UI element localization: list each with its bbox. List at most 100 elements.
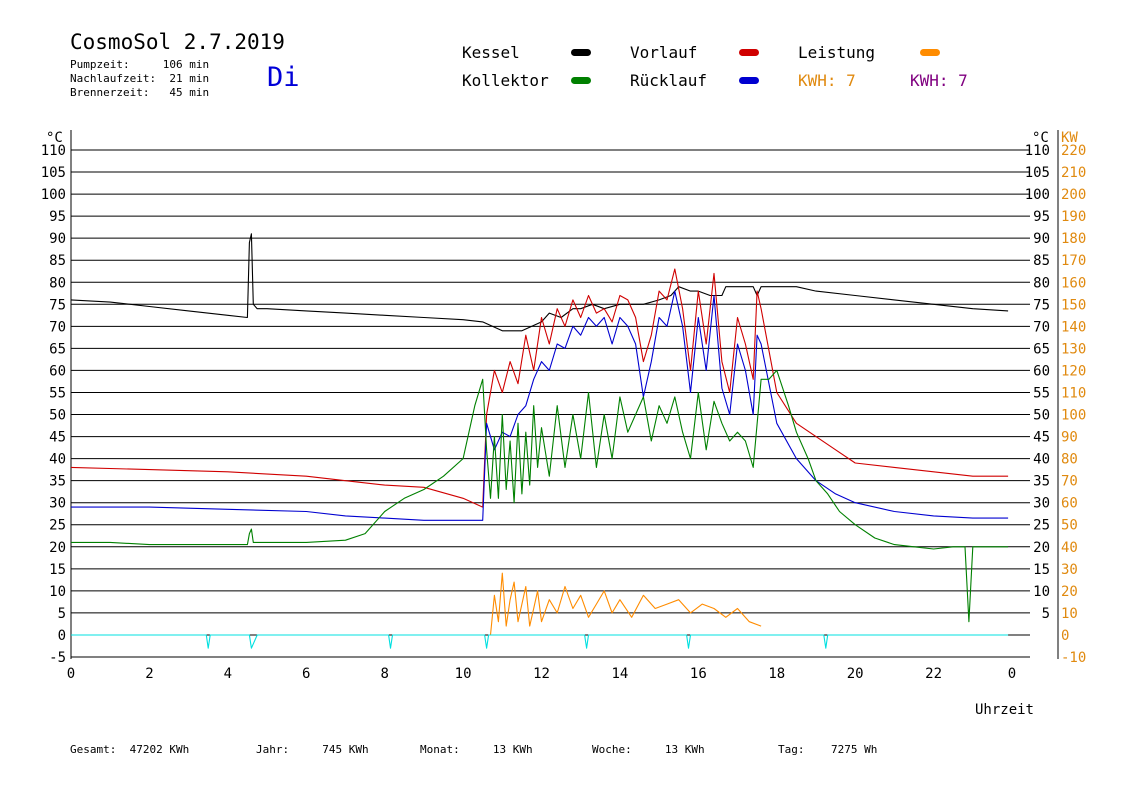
y2-tick-label: 60: [1061, 496, 1078, 512]
legend-leistung: Leistung: [798, 43, 876, 62]
y2-tick-label: 10: [1061, 606, 1078, 622]
y-right-tick-label: 5: [1042, 606, 1050, 622]
stat-monat: Monat: 13 KWh: [420, 743, 533, 756]
x-tick-label: 14: [611, 666, 628, 682]
y-right-tick-label: 10: [1033, 584, 1050, 600]
series-line-kollektor: [71, 369, 1009, 623]
y-tick-label: 5: [58, 606, 66, 622]
y-tick-label: 85: [49, 253, 66, 269]
legend-leistung-swatch: [920, 49, 940, 56]
stat-gesamt: Gesamt: 47202 KWh: [70, 743, 190, 756]
y2-tick-label: 0: [1061, 628, 1069, 644]
y2-tick-label: 210: [1061, 165, 1086, 181]
y-right-tick-label: 55: [1033, 385, 1050, 401]
y-right-tick-label: 75: [1033, 297, 1050, 313]
y-tick-label: 25: [49, 518, 66, 534]
y2-tick-label: 80: [1061, 452, 1078, 468]
y-right-tick-label: 30: [1033, 496, 1050, 512]
legend-kwh-orange: KWH: 7: [798, 71, 856, 90]
y2-tick-label: 30: [1061, 562, 1078, 578]
y-tick-label: 55: [49, 385, 66, 401]
chart-title: CosmoSol 2.7.2019: [70, 30, 285, 54]
y-tick-label: 105: [41, 165, 66, 181]
y-tick-label: 60: [49, 363, 66, 379]
x-tick-label: 12: [533, 666, 550, 682]
x-tick-label: 22: [925, 666, 942, 682]
y2-tick-label: 190: [1061, 209, 1086, 225]
legend-kollektor: Kollektor: [462, 71, 549, 90]
y-unit-label: °C: [46, 130, 63, 146]
y2-tick-label: 120: [1061, 363, 1086, 379]
y2-tick-label: -10: [1061, 650, 1086, 666]
legend-ruecklauf-swatch: [739, 77, 759, 84]
stat-jahr: Jahr: 745 KWh: [256, 743, 369, 756]
y-tick-label: 10: [49, 584, 66, 600]
y-right-tick-label: 65: [1033, 341, 1050, 357]
y-right-tick-label: 15: [1033, 562, 1050, 578]
y-right-unit-label: °C: [1032, 130, 1049, 146]
x-tick-label: 20: [847, 666, 864, 682]
legend-vorlauf: Vorlauf: [630, 43, 698, 62]
y2-tick-label: 100: [1061, 408, 1086, 424]
stat-tag: Tag: 7275 Wh: [778, 743, 878, 756]
x-tick-label: 8: [380, 666, 388, 682]
x-axis-label: Uhrzeit: [975, 702, 1034, 718]
y2-tick-label: 110: [1061, 385, 1086, 401]
y2-tick-label: 220: [1061, 143, 1086, 159]
y2-tick-label: 160: [1061, 275, 1086, 291]
y-tick-label: 30: [49, 496, 66, 512]
y-right-tick-label: 70: [1033, 319, 1050, 335]
y2-tick-label: 20: [1061, 584, 1078, 600]
series-line-vorlauf: [70, 268, 1009, 508]
y-right-tick-label: 40: [1033, 452, 1050, 468]
series-line-r-cklauf: [71, 290, 1009, 521]
y2-tick-label: 180: [1061, 231, 1086, 247]
y-right-tick-label: 60: [1033, 363, 1050, 379]
y-right-tick-label: 20: [1033, 540, 1050, 556]
brennerzeit-label: Brennerzeit: 45 min: [70, 86, 210, 99]
legend-kwh-purple: KWH: 7: [910, 71, 968, 90]
y2-tick-label: 40: [1061, 540, 1078, 556]
y-tick-label: 45: [49, 430, 66, 446]
y-right-tick-label: 90: [1033, 231, 1050, 247]
x-tick-label: 10: [455, 666, 472, 682]
y-right-tick-label: 25: [1033, 518, 1050, 534]
y2-tick-label: 140: [1061, 319, 1086, 335]
y-tick-label: 65: [49, 341, 66, 357]
stat-woche: Woche: 13 KWh: [592, 743, 705, 756]
x-tick-label: 16: [690, 666, 707, 682]
y-right-tick-label: 80: [1033, 275, 1050, 291]
series-line-pumpe: [71, 634, 1009, 649]
y-tick-label: 70: [49, 319, 66, 335]
legend-kessel-swatch: [571, 49, 591, 56]
pumpzeit-label: Pumpzeit: 106 min: [70, 58, 210, 71]
y2-tick-label: 200: [1061, 187, 1086, 203]
legend-ruecklauf: Rücklauf: [630, 71, 708, 90]
legend-kessel: Kessel: [462, 43, 520, 62]
y-right-tick-label: 95: [1033, 209, 1050, 225]
y2-unit-label: KW: [1061, 130, 1078, 146]
series-line-leistung: [489, 572, 762, 636]
y-tick-label: 95: [49, 209, 66, 225]
y-tick-label: 35: [49, 474, 66, 490]
y-right-tick-label: 45: [1033, 430, 1050, 446]
y-tick-label: 0: [58, 628, 66, 644]
x-tick-label: 2: [145, 666, 153, 682]
weekday-label: Di: [267, 62, 300, 93]
x-tick-label: 6: [302, 666, 310, 682]
x-tick-label: 18: [768, 666, 785, 682]
y-tick-label: 40: [49, 452, 66, 468]
y-right-tick-label: 85: [1033, 253, 1050, 269]
y-tick-label: -5: [49, 650, 66, 666]
nachlaufzeit-label: Nachlaufzeit: 21 min: [70, 72, 210, 85]
y-tick-label: 110: [41, 143, 66, 159]
y-tick-label: 20: [49, 540, 66, 556]
y2-tick-label: 90: [1061, 430, 1078, 446]
y-right-tick-label: 110: [1025, 143, 1050, 159]
legend-vorlauf-swatch: [739, 49, 759, 56]
y2-tick-label: 130: [1061, 341, 1086, 357]
y2-tick-label: 70: [1061, 474, 1078, 490]
y2-tick-label: 50: [1061, 518, 1078, 534]
x-tick-label: 0: [1008, 666, 1016, 682]
